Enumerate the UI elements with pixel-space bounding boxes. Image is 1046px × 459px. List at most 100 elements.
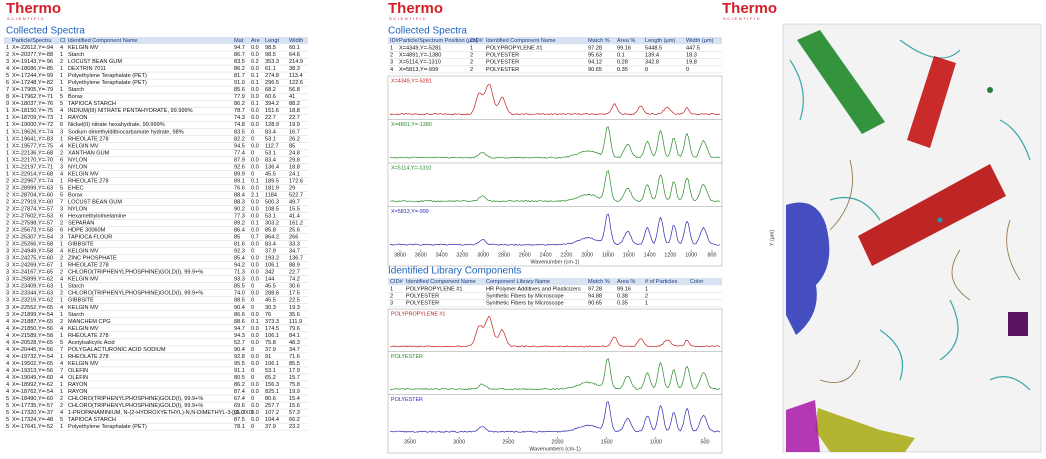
cell: 108.5 [265, 206, 279, 212]
cell: 61.1 [265, 66, 276, 72]
cell: X=-20445,Y=-56 [12, 347, 53, 353]
cell: 4 [60, 361, 63, 367]
column-header: CID# [390, 279, 404, 285]
cell: 60.1 [289, 45, 300, 51]
cell: 6 [6, 80, 9, 86]
section-title: Identified Library Components [388, 266, 521, 277]
cell: 94.5 [234, 143, 245, 149]
x-tick-label: 1500 [601, 439, 613, 445]
cell: 4 [60, 326, 63, 332]
cell: 15.5 [289, 206, 300, 212]
cell: 57.3 [289, 410, 300, 416]
cell: 18.8 [289, 164, 300, 170]
cell: 0.35 [617, 301, 628, 307]
x-axis-label: Wavenumbers (cm-1) [529, 446, 581, 452]
x-tick-label: 1000 [650, 439, 662, 445]
cell: 3 [6, 277, 9, 283]
cell: X=-27919,Y=-60 [12, 199, 53, 205]
x-tick-label: 3600 [415, 252, 427, 258]
cell: 5 [60, 185, 63, 191]
cell: 18.8 [289, 108, 300, 114]
cell: 4 [6, 382, 9, 388]
cell: 83.5 [234, 59, 245, 65]
cell: 172.6 [289, 178, 303, 184]
cell: X=-25899,Y=-62 [12, 277, 53, 283]
cell: 23.2 [289, 424, 300, 430]
cell: 45.5 [265, 284, 276, 290]
logo-tagline: SCIENTIFIC [389, 16, 427, 21]
cell: 189.5 [265, 178, 279, 184]
cell: 87.9 [234, 157, 245, 163]
cell: 74.3 [234, 115, 245, 121]
particle [938, 218, 943, 223]
cell: X=-23344,Y=-63 [12, 291, 53, 297]
cell: 1 [6, 108, 9, 114]
cell: 4 [390, 67, 393, 73]
cell: X=-22967,Y=-74 [12, 178, 53, 184]
cell: KELGIN MV [68, 326, 99, 332]
cell: 1 [60, 66, 63, 72]
cell: 7 [60, 368, 63, 374]
cell: 1 [60, 312, 63, 318]
cell: 22.5 [289, 298, 300, 304]
cell: 1 [6, 171, 9, 177]
cell: 85.5 [289, 361, 300, 367]
cell: 30.3 [265, 305, 276, 311]
cell: 85 [234, 235, 240, 241]
cell: 85.6 [234, 87, 245, 93]
cell: 93.3 [234, 277, 245, 283]
cell: 373.3 [265, 319, 279, 325]
cell: X=-22136,Y=-68 [12, 150, 53, 156]
x-tick-label: 1000 [685, 252, 697, 258]
spectrum-label: X=5114,Y=-1310 [391, 165, 431, 171]
cell: 0 [251, 298, 254, 304]
cell: 3 [390, 301, 393, 307]
cell: 9 [6, 101, 9, 107]
cell: 2 [470, 60, 473, 66]
x-tick-label: 2600 [519, 252, 531, 258]
cell: 3 [6, 298, 9, 304]
cell: 864.2 [265, 235, 279, 241]
cell: 84.1 [289, 333, 300, 339]
cell: 0.38 [617, 293, 628, 299]
cell: 94.88 [588, 293, 602, 299]
cell: 2 [60, 256, 63, 262]
cell: 97.28 [588, 286, 602, 292]
cell: CHLORO(TRIPHENYLPHOSPHINE)GOLD(I), 99.9+… [68, 270, 203, 276]
cell: 1 [6, 122, 9, 128]
cell: 1 [60, 382, 63, 388]
cell: 0.0 [251, 143, 259, 149]
cell: KELGIN MV [68, 305, 99, 311]
cell: Synthetic Fibers by Microscope [486, 301, 564, 307]
particle [987, 87, 993, 93]
cell: 3 [6, 284, 9, 290]
cell: 79.6 [289, 326, 300, 332]
cell: 18.3 [686, 52, 697, 58]
column-header: Match % [588, 279, 610, 285]
cell: 3 [6, 263, 9, 269]
cell: 0.0 [251, 45, 259, 51]
x-tick-label: 1600 [623, 252, 635, 258]
x-axis-label: Wavenumber (cm-1) [531, 259, 580, 265]
column-header: Width (µm) [686, 38, 714, 44]
cell: 0.0 [251, 108, 259, 114]
cell: 0 [251, 129, 254, 135]
cell: X=-17244,Y=-99 [12, 73, 53, 79]
cell: 156.3 [265, 382, 279, 388]
cell: 0.0 [251, 164, 259, 170]
cell: 0.0 [251, 87, 259, 93]
cell: 1 [60, 298, 63, 304]
cell: 4 [6, 340, 9, 346]
cell: POLYESTER [406, 301, 439, 307]
cell: 4 [6, 375, 9, 381]
cell: 4 [6, 66, 9, 72]
column-header: Component Library Name [486, 279, 550, 285]
cell: POLYESTER [406, 293, 439, 299]
cell: 17.9 [289, 368, 300, 374]
cell: 78.7 [234, 108, 245, 114]
column-header: Mat [234, 38, 244, 44]
cell: 5 [60, 340, 63, 346]
cell: INDIUM(III) NITRATE PENTAHYDRATE, 99.999… [68, 108, 193, 114]
cell: X=5813,Y=-999 [399, 67, 438, 73]
x-tick-label: 3800 [394, 252, 406, 258]
